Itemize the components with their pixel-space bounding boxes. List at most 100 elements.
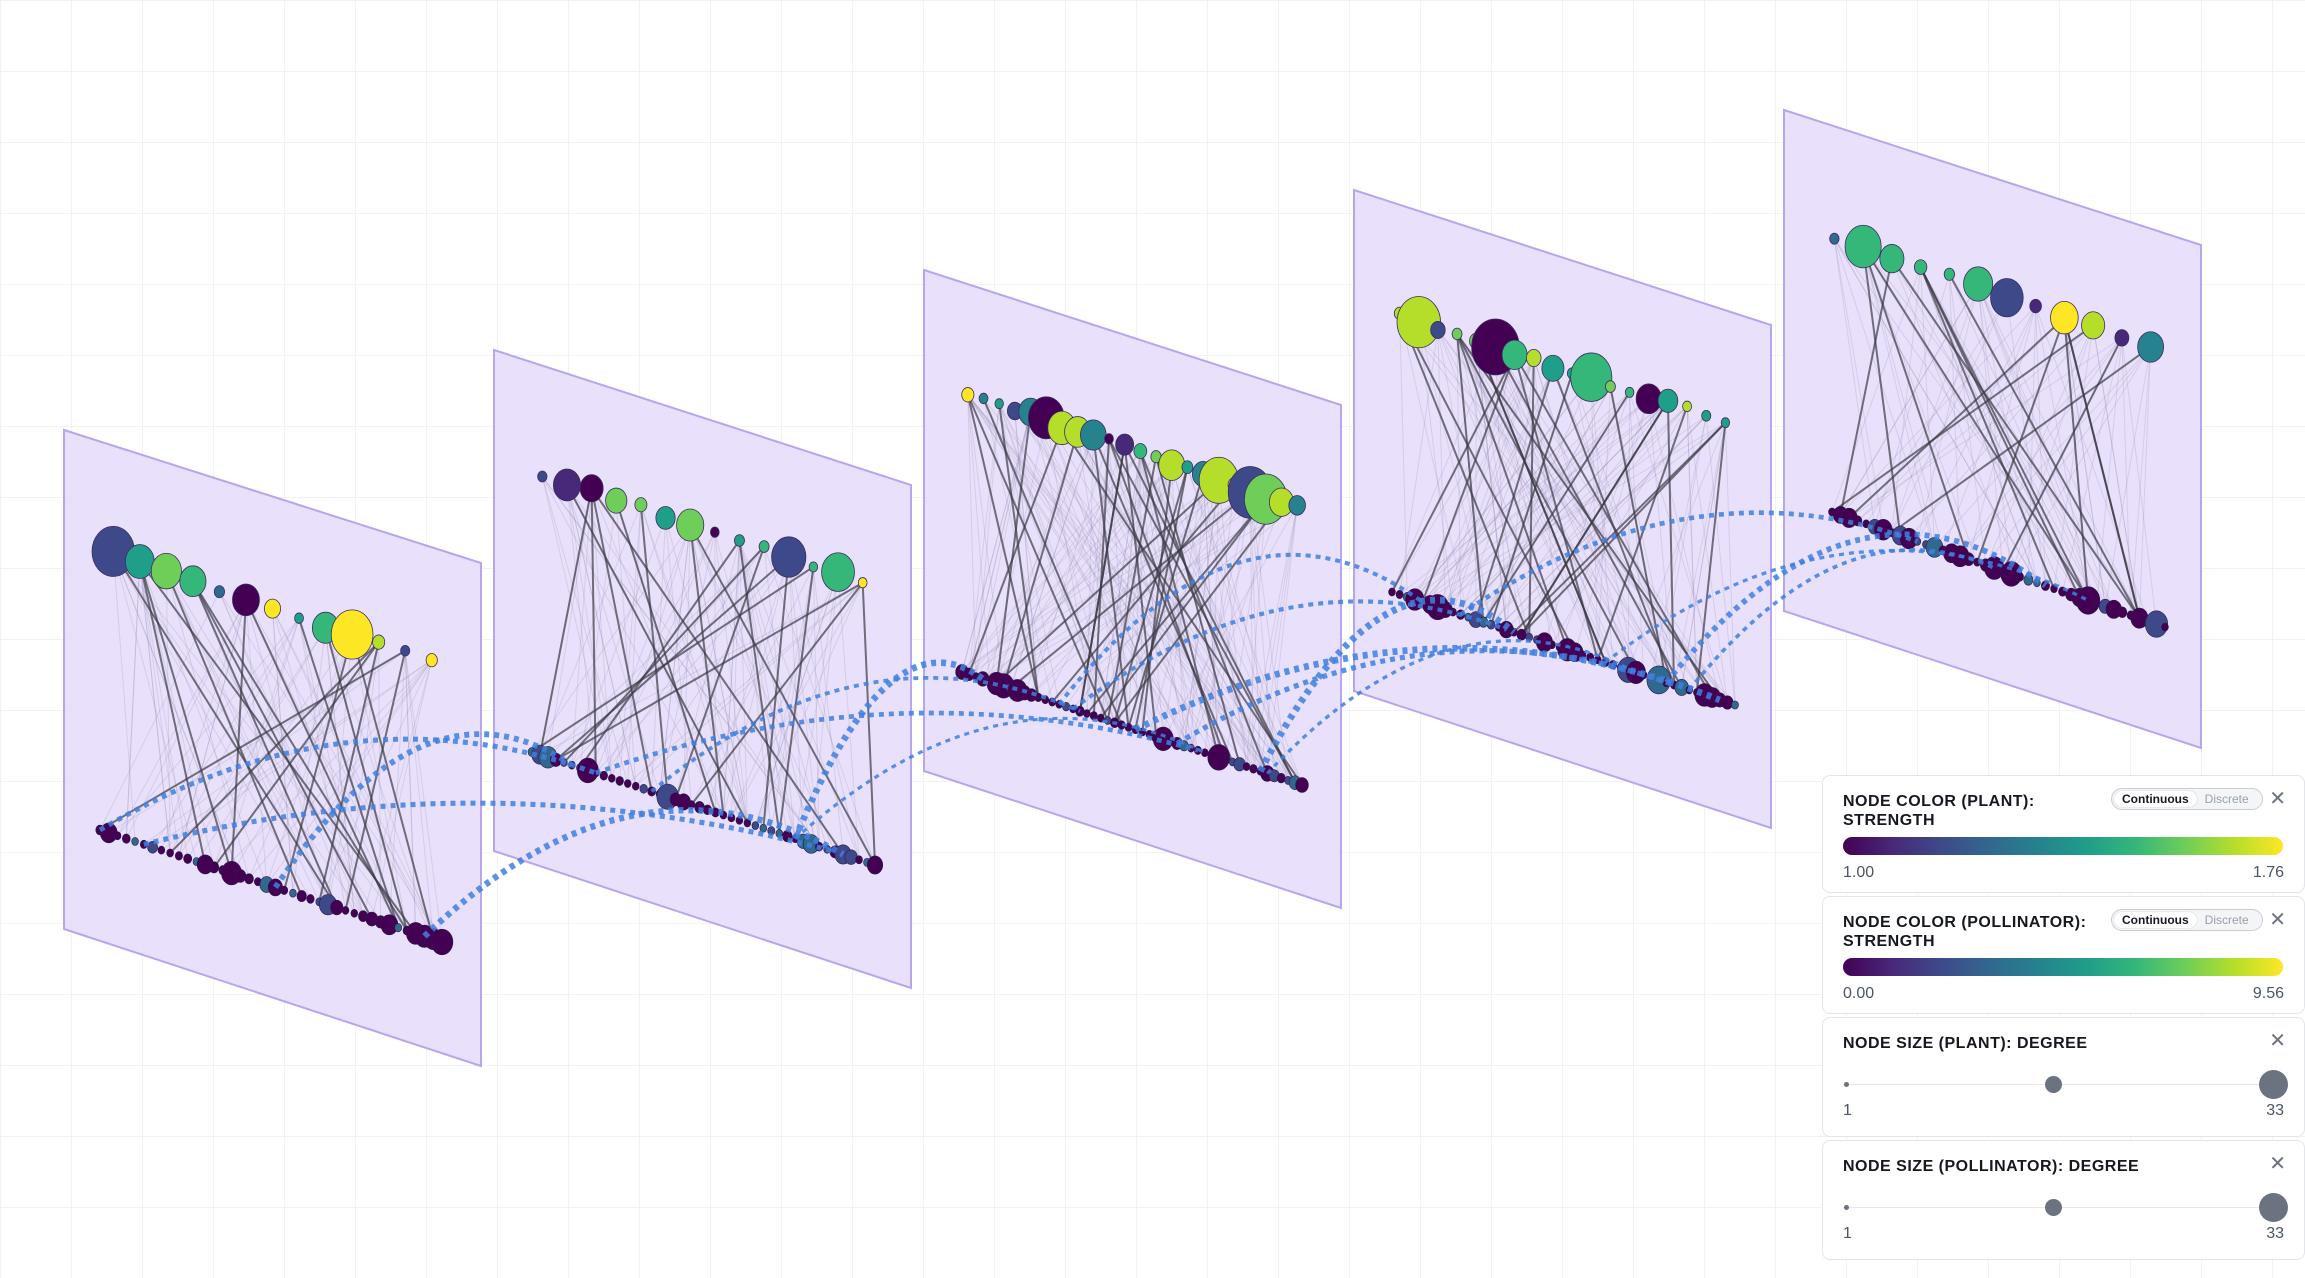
plant-node[interactable] <box>330 609 374 660</box>
plant-node[interactable] <box>961 387 975 403</box>
pollinator-node[interactable] <box>1083 709 1091 718</box>
color-mode-toggle[interactable]: Continuous Discrete <box>2111 909 2263 931</box>
plant-node[interactable] <box>1158 449 1186 481</box>
color-mode-toggle[interactable]: Continuous Discrete <box>2111 788 2263 810</box>
pollinator-node[interactable] <box>631 781 640 791</box>
plant-node[interactable] <box>1844 224 1882 269</box>
plant-node[interactable] <box>213 585 225 599</box>
plant-node[interactable] <box>734 534 745 547</box>
pollinator-node[interactable] <box>296 890 307 902</box>
plant-node[interactable] <box>676 508 705 542</box>
plant-node[interactable] <box>579 474 604 503</box>
pollinator-node[interactable] <box>166 848 174 858</box>
pollinator-node[interactable] <box>157 845 166 855</box>
close-icon[interactable]: ✕ <box>2269 909 2286 931</box>
plant-node[interactable] <box>179 565 207 598</box>
plant-node[interactable] <box>1570 352 1613 402</box>
plant-node[interactable] <box>400 644 411 657</box>
pollinator-node[interactable] <box>394 923 403 933</box>
pollinator-node[interactable] <box>866 855 884 875</box>
plant-node[interactable] <box>1501 339 1528 370</box>
pollinator-node[interactable] <box>113 831 122 841</box>
network-layer[interactable] <box>493 348 912 990</box>
discrete-option[interactable]: Discrete <box>2204 913 2249 927</box>
network-layer[interactable] <box>923 268 1342 910</box>
plant-node[interactable] <box>634 497 648 513</box>
plant-node[interactable] <box>537 470 548 483</box>
plant-node[interactable] <box>1288 495 1306 516</box>
plant-node[interactable] <box>264 598 281 619</box>
plant-node[interactable] <box>1526 349 1542 367</box>
network-layer[interactable] <box>1783 108 2202 750</box>
plant-node[interactable] <box>372 634 386 650</box>
plant-node[interactable] <box>1624 386 1635 398</box>
plant-node[interactable] <box>1115 433 1135 456</box>
pollinator-node[interactable] <box>599 770 608 781</box>
pollinator-node[interactable] <box>844 849 858 865</box>
plant-node[interactable] <box>978 392 989 405</box>
plant-node[interactable] <box>758 540 770 553</box>
plant-node[interactable] <box>1181 460 1194 475</box>
plant-node[interactable] <box>1080 419 1107 451</box>
pollinator-node[interactable] <box>608 773 616 783</box>
pollinator-node[interactable] <box>1721 695 1734 710</box>
continuous-option[interactable]: Continuous <box>2114 791 2197 807</box>
pollinator-node[interactable] <box>341 906 350 915</box>
pollinator-node[interactable] <box>1395 590 1404 599</box>
plant-node[interactable] <box>994 398 1004 410</box>
pollinator-node[interactable] <box>855 855 863 865</box>
pollinator-node[interactable] <box>2161 622 2169 632</box>
plant-node[interactable] <box>1829 232 1840 245</box>
pollinator-node[interactable] <box>280 885 289 895</box>
plant-node[interactable] <box>808 561 819 573</box>
pollinator-node[interactable] <box>639 784 648 794</box>
plant-node[interactable] <box>605 487 628 514</box>
plant-node[interactable] <box>1104 433 1114 445</box>
pollinator-node[interactable] <box>1388 587 1396 597</box>
plant-node[interactable] <box>2081 311 2106 340</box>
pollinator-node[interactable] <box>1097 713 1105 723</box>
plant-node[interactable] <box>1701 409 1712 422</box>
pollinator-node[interactable] <box>2117 606 2128 618</box>
plant-node[interactable] <box>1451 327 1463 341</box>
network-layer[interactable] <box>63 428 482 1068</box>
plant-node[interactable] <box>232 583 260 617</box>
pollinator-node[interactable] <box>147 840 158 854</box>
plant-node[interactable] <box>655 506 676 530</box>
plant-node[interactable] <box>124 544 155 579</box>
plant-node[interactable] <box>425 653 438 668</box>
layer-plane[interactable] <box>1783 108 2202 750</box>
plant-node[interactable] <box>1605 380 1616 393</box>
pollinator-node[interactable] <box>244 873 254 885</box>
pollinator-node[interactable] <box>624 779 632 788</box>
pollinator-node[interactable] <box>122 833 131 844</box>
close-icon[interactable]: ✕ <box>2269 1153 2286 1175</box>
pollinator-node[interactable] <box>1276 772 1286 784</box>
plant-node[interactable] <box>1657 388 1679 413</box>
plant-node[interactable] <box>294 612 304 624</box>
close-icon[interactable]: ✕ <box>2269 1030 2286 1052</box>
plant-node[interactable] <box>2050 300 2079 335</box>
plant-node[interactable] <box>1913 259 1928 275</box>
pollinator-node[interactable] <box>306 894 315 904</box>
pollinator-node[interactable] <box>1516 628 1527 641</box>
pollinator-node[interactable] <box>1295 777 1309 793</box>
pollinator-node[interactable] <box>1249 764 1258 774</box>
pollinator-node[interactable] <box>759 823 768 833</box>
pollinator-node[interactable] <box>1731 700 1739 710</box>
pollinator-node[interactable] <box>743 818 752 828</box>
pollinator-node[interactable] <box>174 851 183 861</box>
pollinator-node[interactable] <box>183 853 193 864</box>
pollinator-node[interactable] <box>2076 586 2101 615</box>
pollinator-node[interactable] <box>208 861 220 874</box>
layer-plane[interactable] <box>493 348 912 990</box>
pollinator-node[interactable] <box>330 899 344 916</box>
pollinator-node[interactable] <box>615 776 624 786</box>
plant-node[interactable] <box>2029 298 2042 314</box>
plant-node[interactable] <box>821 552 855 592</box>
plant-node[interactable] <box>553 468 581 502</box>
plant-node[interactable] <box>1720 417 1731 429</box>
network-layer[interactable] <box>1353 188 1772 830</box>
plant-node[interactable] <box>1963 266 1994 302</box>
